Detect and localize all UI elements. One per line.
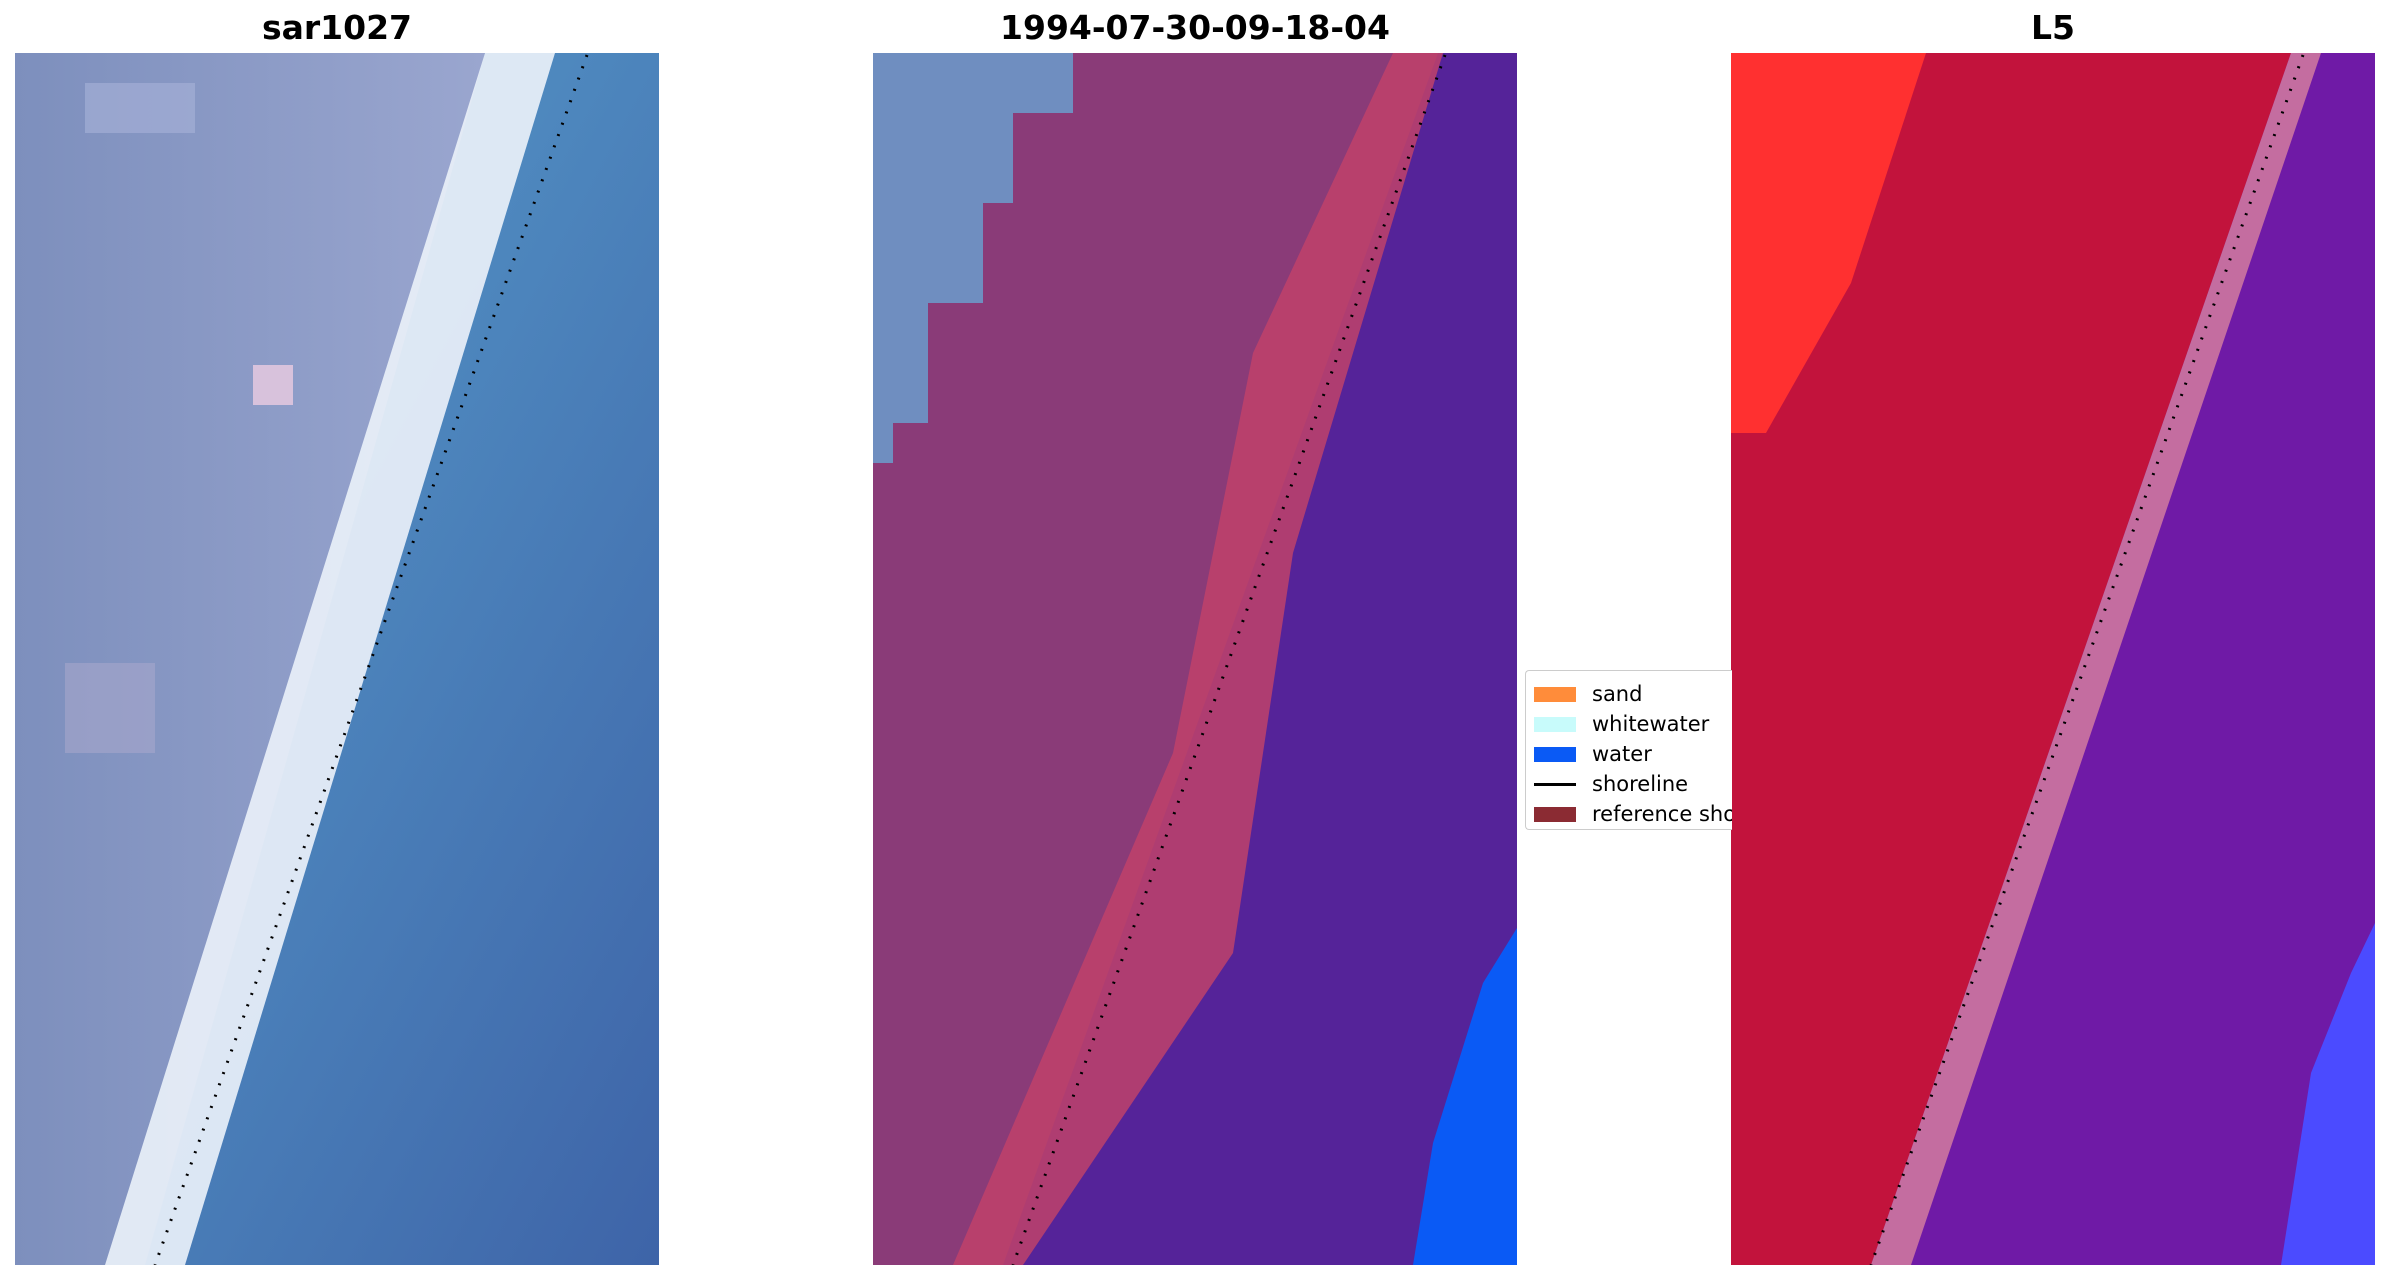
whitewater-swatch: [1534, 716, 1576, 732]
index-land-area: [1731, 53, 2291, 1265]
legend-label: water: [1592, 742, 1652, 766]
panel-title: 1994-07-30-09-18-04: [1000, 8, 1390, 47]
legend-label: reference shoreline: [1592, 802, 1732, 826]
classified-image: [873, 53, 1517, 1265]
legend-item-whitewater: whitewater: [1534, 709, 1709, 739]
index-shoreline-band: [1871, 53, 2321, 1265]
water-swatch: [1534, 746, 1576, 762]
index-high-area: [1731, 53, 1926, 433]
panel-satellite-image: sar1027: [15, 0, 659, 1283]
panel-classified: 1994-07-30-09-18-04: [873, 0, 1517, 1283]
panel-index: L5: [1731, 0, 2375, 1283]
land-patch: [85, 83, 195, 133]
index-blue-area: [2281, 923, 2375, 1265]
legend-label: sand: [1592, 682, 1643, 706]
shoreline-line-swatch: [1534, 782, 1576, 786]
surf-zone: [105, 53, 555, 1265]
index-image: [1731, 53, 2375, 1265]
water-class-patch: [1413, 928, 1517, 1265]
legend: sand whitewater water shoreline referenc…: [1525, 670, 1732, 830]
sand-swatch: [1534, 686, 1576, 702]
panel-title: sar1027: [261, 8, 413, 47]
legend-item-sand: sand: [1534, 679, 1642, 709]
panel-title: L5: [2031, 8, 2075, 47]
legend-item-shoreline: shoreline: [1534, 769, 1688, 799]
bright-patch: [253, 365, 293, 405]
land-unclassified-area: [873, 53, 1073, 463]
satellite-image: [15, 53, 659, 1265]
legend-item-reference-shoreline: reference shoreline: [1534, 799, 1732, 829]
legend-label: shoreline: [1592, 772, 1689, 796]
reference-shoreline-band: [953, 53, 1443, 1265]
land-patch: [65, 663, 155, 753]
reference-shoreline-swatch: [1534, 806, 1576, 822]
legend-item-water: water: [1534, 739, 1652, 769]
land-area: [15, 53, 485, 1265]
legend-label: whitewater: [1592, 712, 1710, 736]
